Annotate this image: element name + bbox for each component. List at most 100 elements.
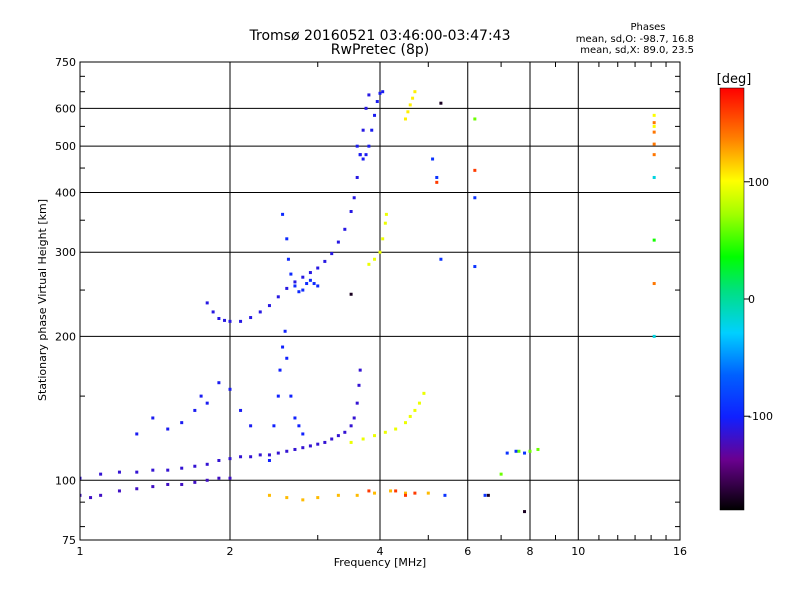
data-point	[364, 153, 368, 157]
data-point	[343, 430, 347, 434]
data-point	[523, 510, 527, 514]
plot-frame	[79, 61, 681, 541]
data-point	[117, 489, 121, 493]
data-point	[166, 468, 170, 472]
data-point	[473, 265, 477, 269]
data-point	[486, 493, 490, 497]
data-point	[180, 482, 184, 486]
data-point	[389, 489, 393, 493]
data-point	[228, 387, 232, 391]
data-point	[151, 468, 155, 472]
data-point	[301, 498, 305, 502]
data-point	[652, 153, 656, 157]
data-point	[305, 282, 309, 286]
data-point	[373, 257, 377, 261]
data-point	[367, 262, 371, 266]
data-point	[276, 295, 280, 299]
data-point	[249, 316, 253, 320]
data-point	[473, 168, 477, 172]
data-point	[308, 278, 312, 282]
data-point	[523, 451, 527, 455]
data-point	[293, 280, 297, 284]
data-point	[258, 453, 262, 457]
data-point	[180, 466, 184, 470]
data-point	[336, 493, 340, 497]
data-point	[99, 472, 103, 476]
data-point	[217, 316, 221, 320]
data-point	[308, 444, 312, 448]
data-point	[151, 485, 155, 489]
data-point	[80, 493, 82, 497]
data-point	[278, 368, 282, 372]
data-point	[301, 446, 305, 450]
data-point	[193, 480, 197, 484]
data-point	[378, 91, 382, 95]
data-point	[89, 496, 93, 500]
data-point	[336, 434, 340, 438]
data-point	[239, 455, 243, 459]
data-point	[349, 440, 353, 444]
data-point	[355, 401, 359, 405]
data-point	[330, 252, 334, 256]
data-point	[217, 458, 221, 462]
data-point	[375, 100, 379, 104]
data-point	[517, 449, 521, 453]
data-point	[135, 432, 139, 436]
data-points	[80, 90, 656, 514]
data-point	[358, 153, 362, 157]
x-tick-label: 2	[227, 545, 234, 558]
data-point	[228, 476, 232, 480]
data-point	[473, 117, 477, 121]
data-point	[352, 416, 356, 420]
data-point	[135, 487, 139, 491]
data-point	[272, 424, 276, 428]
data-point	[364, 106, 368, 110]
data-point	[312, 282, 316, 286]
data-point	[267, 493, 271, 497]
data-point	[361, 128, 365, 132]
data-point	[293, 447, 297, 451]
data-point	[381, 90, 385, 94]
data-point	[301, 432, 305, 436]
data-point	[431, 157, 435, 161]
data-point	[413, 408, 417, 412]
data-point	[193, 464, 197, 468]
data-point	[349, 424, 353, 428]
data-point	[652, 130, 656, 134]
data-point	[652, 282, 656, 286]
data-point	[652, 124, 656, 128]
data-point	[205, 478, 209, 482]
data-point	[514, 449, 518, 453]
x-tick-label: 8	[527, 545, 534, 558]
data-point	[528, 449, 532, 453]
x-tick-label: 10	[571, 545, 585, 558]
data-point	[413, 90, 417, 94]
data-point	[316, 284, 320, 288]
y-tick-label: 600	[55, 102, 76, 115]
y-tick-label: 300	[55, 246, 76, 259]
data-point	[413, 491, 417, 495]
data-point	[352, 196, 356, 200]
data-point	[289, 394, 293, 398]
data-point	[199, 394, 203, 398]
colorbar-ticks: 100 0 -100	[744, 176, 773, 423]
data-point	[394, 489, 398, 493]
data-point	[406, 110, 410, 114]
colorbar-tick-label: -100	[748, 410, 773, 423]
data-point	[80, 476, 82, 480]
y-axis: 75 100 200 300 400 500 600 750	[55, 56, 680, 547]
data-point	[408, 103, 412, 107]
data-point	[435, 180, 439, 184]
data-point	[239, 408, 243, 412]
data-point	[408, 414, 412, 418]
data-point	[285, 449, 289, 453]
data-point	[117, 470, 121, 474]
data-point	[211, 310, 215, 314]
data-point	[205, 401, 209, 405]
data-point	[308, 271, 312, 275]
data-point	[267, 453, 271, 457]
chart-title: Tromsø 20160521 03:46:00-03:47:43	[249, 28, 511, 44]
data-point	[135, 470, 139, 474]
data-point	[381, 237, 385, 241]
x-tick-label: 4	[377, 545, 384, 558]
